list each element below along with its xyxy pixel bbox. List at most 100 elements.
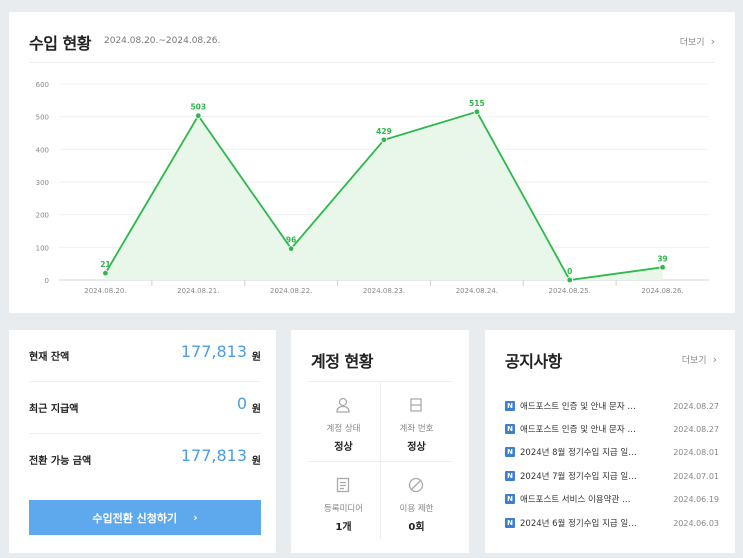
notice-item[interactable]: N 2024년 8월 정기수입 지급 일… 2024.08.01 <box>505 444 719 460</box>
new-badge-icon: N <box>505 401 515 411</box>
data-label: 515 <box>469 99 485 108</box>
account-cell-label: 계좌 번호 <box>399 424 434 434</box>
y-tick-label: 200 <box>36 212 49 220</box>
notice-item[interactable]: N 2024년 6월 정기수입 지급 일… 2024.06.03 <box>505 515 719 531</box>
x-tick-label: 2024.08.23. <box>363 287 405 295</box>
income-card: 수입 현황 2024.08.20.~2024.08.26. 더보기 › 0 100… <box>9 12 735 313</box>
chevron-right-icon: › <box>710 35 715 48</box>
balance-row-current: 현재 잔액 177,813 원 <box>29 330 261 382</box>
notice-item-date: 2024.08.01 <box>673 447 719 457</box>
notice-item-title: 2024년 6월 정기수입 지급 일… <box>520 519 637 529</box>
y-tick-label: 100 <box>36 244 49 252</box>
bank-card-icon <box>410 398 422 412</box>
income-title: 수입 현황 <box>29 34 91 53</box>
income-chart: 0 100 200 300 400 500 600 2024.08.20. 2024.08.21… <box>36 81 709 295</box>
account-title: 계정 현황 <box>311 352 373 371</box>
new-badge-icon: N <box>505 471 515 481</box>
data-point <box>659 264 666 271</box>
x-tick-label: 2024.08.26. <box>641 287 683 295</box>
notice-card: 공지사항 더보기 › N 애드포스트 인증 및 안내 문자 … 2024.08.… <box>485 330 735 553</box>
data-point <box>195 112 202 119</box>
notice-item-date: 2024.07.01 <box>673 471 719 481</box>
notice-title: 공지사항 <box>505 352 562 371</box>
notice-item-date: 2024.06.19 <box>673 494 719 504</box>
new-badge-icon: N <box>505 447 515 457</box>
x-tick-label: 2024.08.22. <box>270 287 312 295</box>
account-cell-value: 정상 <box>334 442 353 453</box>
y-tick-label: 500 <box>36 114 49 122</box>
account-cell-value: 0회 <box>408 522 425 533</box>
x-tick-label: 2024.08.21. <box>177 287 219 295</box>
income-more-link[interactable]: 더보기 › <box>680 35 715 48</box>
balance-unit: 원 <box>251 352 261 363</box>
balance-label: 현재 잔액 <box>29 352 70 363</box>
balance-unit: 원 <box>251 456 261 467</box>
registered-media-cell: 등록미디어 1개 <box>307 462 380 541</box>
balance-unit: 원 <box>251 404 261 415</box>
notice-item-title: 애드포스트 인증 및 안내 문자 … <box>520 402 636 412</box>
notice-item[interactable]: N 애드포스트 서비스 이용약관 … 2024.06.19 <box>505 491 719 507</box>
account-number-cell: 계좌 번호 정상 <box>380 382 453 461</box>
data-label: 39 <box>657 254 667 263</box>
series-area <box>105 111 663 281</box>
document-icon <box>336 477 350 493</box>
chevron-right-icon: › <box>193 511 198 524</box>
notice-item[interactable]: N 2024년 7월 정기수입 지급 일… 2024.07.01 <box>505 468 719 484</box>
data-point <box>102 269 109 277</box>
account-status-grid: 계정 상태 정상 계좌 번호 정상 등록미디어 1개 이용 제한 0회 <box>307 381 453 539</box>
notice-item-title: 2024년 7월 정기수입 지급 일… <box>520 472 637 482</box>
data-point <box>380 136 388 144</box>
x-tick-label: 2024.08.20. <box>84 287 126 295</box>
balance-row-recent: 최근 지급액 0 원 <box>29 382 261 434</box>
account-cell-label: 이용 제한 <box>399 504 434 514</box>
new-badge-icon: N <box>505 424 515 434</box>
data-point <box>473 108 481 115</box>
income-more-label: 더보기 <box>679 38 705 48</box>
chevron-right-icon: › <box>712 353 717 366</box>
new-badge-icon: N <box>505 494 515 504</box>
y-tick-label: 0 <box>45 277 49 285</box>
notice-item[interactable]: N 애드포스트 인증 및 안내 문자 … 2024.08.27 <box>505 398 719 414</box>
balance-label: 최근 지급액 <box>29 404 79 415</box>
account-card: 계정 현황 계정 상태 정상 계좌 번호 정상 등록미디어 1개 <box>291 330 469 553</box>
balance-value: 177,813 <box>180 446 247 465</box>
notice-more-label: 더보기 <box>681 356 707 366</box>
account-cell-value: 정상 <box>407 442 426 453</box>
notice-item-title: 애드포스트 인증 및 안내 문자 … <box>520 425 636 435</box>
balance-value: 177,813 <box>180 342 247 361</box>
notice-item-date: 2024.08.27 <box>673 401 719 411</box>
data-point <box>566 276 573 284</box>
data-label: 503 <box>190 103 206 112</box>
x-tick-label: 2024.08.24. <box>456 287 498 295</box>
convert-button-label: 수입전환 신청하기 <box>92 511 178 525</box>
notice-more-link[interactable]: 더보기 › <box>682 353 717 366</box>
data-point <box>287 245 295 252</box>
x-tick-label: 2024.08.25. <box>549 287 591 295</box>
y-tick-label: 400 <box>36 146 49 154</box>
data-label: 429 <box>376 127 392 136</box>
ban-icon <box>408 477 424 493</box>
balance-label: 전환 가능 금액 <box>29 456 92 467</box>
divider <box>29 62 715 63</box>
account-status-cell: 계정 상태 정상 <box>307 382 380 461</box>
account-cell-label: 등록미디어 <box>323 504 364 514</box>
notice-item[interactable]: N 애드포스트 인증 및 안내 문자 … 2024.08.27 <box>505 421 719 437</box>
data-label: 21 <box>100 260 110 269</box>
person-icon <box>336 397 350 413</box>
divider <box>380 381 381 539</box>
notice-item-title: 애드포스트 서비스 이용약관 … <box>520 495 631 505</box>
notice-item-date: 2024.06.03 <box>673 518 719 528</box>
new-badge-icon: N <box>505 518 515 528</box>
income-period: 2024.08.20.~2024.08.26. <box>104 36 221 46</box>
y-tick-label: 600 <box>36 81 49 89</box>
account-cell-label: 계정 상태 <box>326 424 361 434</box>
usage-restriction-cell: 이용 제한 0회 <box>380 462 453 541</box>
y-tick-label: 300 <box>36 179 49 187</box>
notice-item-title: 2024년 8월 정기수입 지급 일… <box>520 448 637 458</box>
account-cell-value: 1개 <box>335 522 352 533</box>
balance-row-convertible: 전환 가능 금액 177,813 원 <box>29 434 261 486</box>
convert-request-button[interactable]: 수입전환 신청하기 › <box>29 500 261 535</box>
notice-item-date: 2024.08.27 <box>673 424 719 434</box>
data-label: 96 <box>286 236 296 245</box>
data-label: 0 <box>567 267 572 276</box>
